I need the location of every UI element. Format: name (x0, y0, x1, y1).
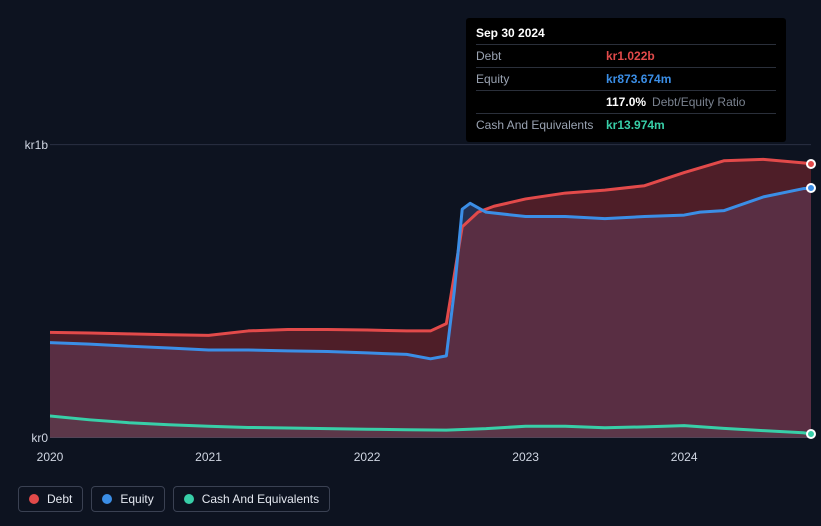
chart-legend: Debt Equity Cash And Equivalents (18, 486, 330, 512)
tooltip-row: 117.0% Debt/Equity Ratio (476, 90, 776, 113)
x-axis: 20202021202220232024 (50, 448, 811, 468)
series-end-marker (806, 429, 816, 439)
legend-swatch (102, 494, 112, 504)
legend-label: Equity (120, 492, 153, 506)
x-axis-label: 2021 (195, 450, 222, 464)
tooltip-value: kr1.022b (606, 47, 655, 65)
tooltip-extra: Debt/Equity Ratio (652, 93, 745, 111)
series-end-marker (806, 183, 816, 193)
chart-container: 2020 2021 2022 2023 2024 kr0 kr1b (18, 120, 811, 468)
tooltip-label (476, 93, 606, 111)
legend-item-cash-and-equivalents[interactable]: Cash And Equivalents (173, 486, 330, 512)
x-axis-label: 2024 (671, 450, 698, 464)
tooltip-value: kr873.674m (606, 70, 671, 88)
tooltip-label: Equity (476, 70, 606, 88)
tooltip-title: Sep 30 2024 (476, 24, 776, 42)
legend-label: Cash And Equivalents (202, 492, 319, 506)
legend-item-equity[interactable]: Equity (91, 486, 164, 512)
series-end-marker (806, 159, 816, 169)
x-axis-label: 2020 (37, 450, 64, 464)
x-axis-label: 2023 (512, 450, 539, 464)
tooltip-row: Equitykr873.674m (476, 67, 776, 90)
chart-svg (50, 130, 811, 438)
y-axis-label: kr0 (31, 431, 48, 445)
legend-swatch (29, 494, 39, 504)
legend-label: Debt (47, 492, 72, 506)
x-axis-label: 2022 (354, 450, 381, 464)
tooltip-value: 117.0% (606, 93, 646, 111)
legend-item-debt[interactable]: Debt (18, 486, 83, 512)
y-axis-label: kr1b (25, 138, 48, 152)
tooltip-label: Debt (476, 47, 606, 65)
legend-swatch (184, 494, 194, 504)
tooltip-row: Debtkr1.022b (476, 44, 776, 67)
chart-plot-area (50, 130, 811, 438)
